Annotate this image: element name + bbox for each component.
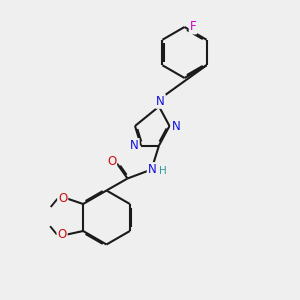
- Text: N: N: [156, 95, 165, 108]
- Text: H: H: [159, 166, 167, 176]
- Text: O: O: [107, 154, 116, 168]
- Text: N: N: [130, 139, 139, 152]
- Text: F: F: [190, 20, 196, 34]
- Text: O: O: [58, 228, 67, 241]
- Text: N: N: [172, 119, 181, 133]
- Text: O: O: [58, 192, 67, 205]
- Text: N: N: [148, 163, 157, 176]
